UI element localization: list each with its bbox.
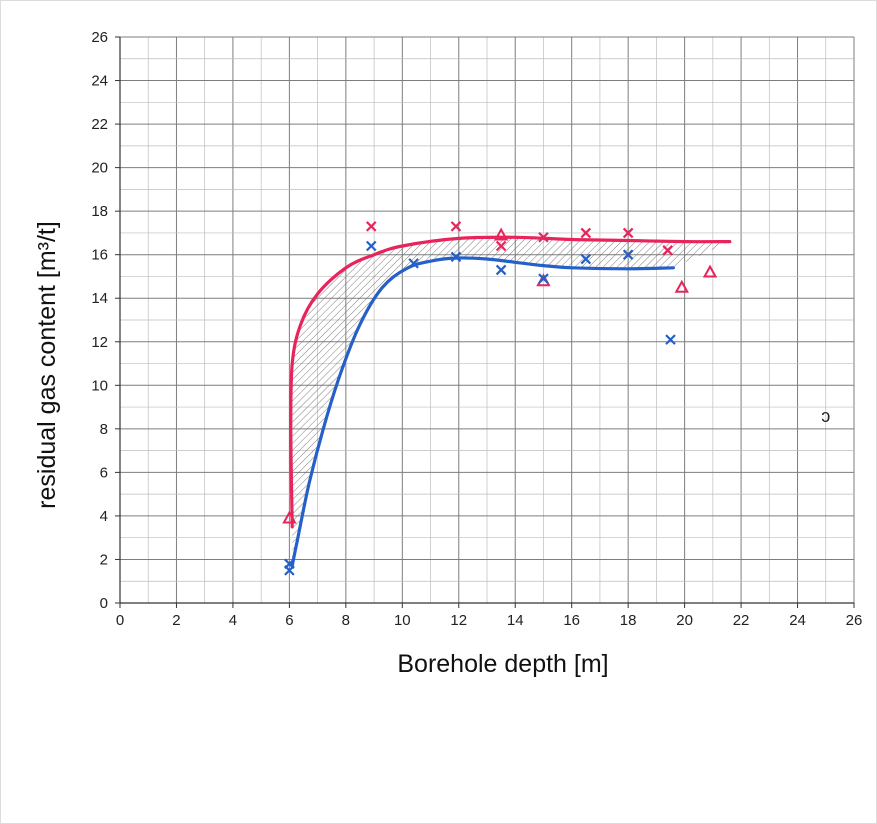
x-marker: [538, 231, 549, 243]
x-tick-label: 18: [620, 612, 637, 629]
x-tick-label: 22: [733, 612, 750, 629]
red-curve: [289, 235, 732, 529]
x-tick-label: 20: [676, 612, 693, 629]
x-marker: [365, 221, 377, 232]
x-marker: [450, 221, 462, 232]
x-marker-stroke: [495, 240, 507, 252]
blue-curve: [290, 256, 675, 568]
y-tick-label: 20: [91, 160, 108, 177]
hatched-region: [290, 237, 730, 567]
annotation-mark: ɔ: [821, 406, 830, 426]
x-marker: [538, 273, 549, 284]
axes: [115, 36, 855, 608]
markers: [282, 221, 718, 576]
x-marker: [622, 249, 634, 260]
x-tick-label: 10: [394, 612, 411, 629]
x-marker: [284, 558, 295, 570]
x-marker: [495, 240, 507, 252]
x-marker-stroke: [495, 264, 507, 276]
hatched-area: [290, 237, 730, 567]
y-tick-label: 12: [91, 334, 108, 351]
x-marker: [580, 253, 592, 265]
x-marker-stroke: [450, 221, 462, 232]
y-tick-label: 26: [91, 29, 108, 46]
x-marker: [662, 245, 673, 256]
y-tick-label: 18: [91, 203, 108, 220]
y-tick-label: 4: [100, 508, 108, 525]
y-tick-label: 10: [91, 377, 108, 394]
x-marker-stroke: [662, 245, 673, 256]
x-marker: [622, 227, 634, 239]
x-tick-label: 12: [450, 612, 467, 629]
y-tick-label: 8: [100, 421, 108, 438]
x-tick-label: 16: [563, 612, 580, 629]
x-marker-stroke: [408, 258, 419, 269]
y-tick-label: 6: [100, 464, 108, 481]
x-tick-label: 8: [342, 612, 350, 629]
annotations: ɔ: [821, 406, 830, 426]
x-tick-label: 4: [229, 612, 237, 629]
x-tick-label: 26: [846, 612, 863, 629]
y-tick-label: 2: [100, 551, 108, 568]
x-tick-label: 2: [172, 612, 180, 629]
x-tick-label: 6: [285, 612, 293, 629]
grid: [119, 36, 855, 604]
x-marker: [365, 240, 377, 252]
x-tick-label: 24: [789, 612, 806, 629]
x-marker: [495, 264, 507, 276]
triangle-marker: [702, 264, 718, 278]
triangle-marker: [493, 227, 509, 241]
x-marker-stroke: [365, 221, 377, 232]
x-marker-stroke: [450, 251, 462, 263]
y-tick-label: 24: [91, 73, 108, 90]
y-axis-title: residual gas content [m³/t]: [33, 221, 61, 509]
y-tick-label: 14: [91, 290, 108, 307]
x-marker-stroke: [665, 334, 676, 345]
curves: [289, 235, 732, 568]
x-marker: [408, 258, 419, 269]
x-marker: [580, 227, 592, 239]
triangle-marker: [282, 510, 297, 524]
x-marker-stroke: [622, 249, 634, 260]
x-axis-title: Borehole depth [m]: [397, 650, 608, 678]
y-tick-label: 22: [91, 116, 108, 133]
x-marker: [450, 251, 462, 263]
x-marker-stroke: [580, 253, 592, 265]
x-marker: [665, 334, 676, 345]
triangle-marker: [674, 279, 689, 293]
y-tick-label: 0: [100, 595, 108, 612]
x-marker-stroke: [580, 227, 592, 239]
x-marker-stroke: [538, 231, 549, 243]
x-marker-stroke: [538, 273, 549, 284]
x-tick-label: 14: [507, 612, 524, 629]
y-tick-label: 16: [91, 247, 108, 264]
x-tick-label: 0: [116, 612, 124, 629]
x-marker-stroke: [365, 240, 377, 252]
x-marker-stroke: [284, 558, 295, 570]
x-marker-stroke: [622, 227, 634, 239]
